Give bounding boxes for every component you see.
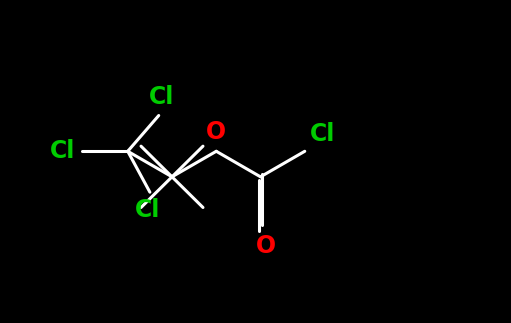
Text: Cl: Cl: [50, 139, 76, 163]
Text: Cl: Cl: [134, 198, 160, 222]
Text: O: O: [206, 120, 226, 144]
Text: Cl: Cl: [310, 122, 335, 146]
Text: Cl: Cl: [149, 85, 174, 109]
Text: O: O: [256, 234, 275, 258]
